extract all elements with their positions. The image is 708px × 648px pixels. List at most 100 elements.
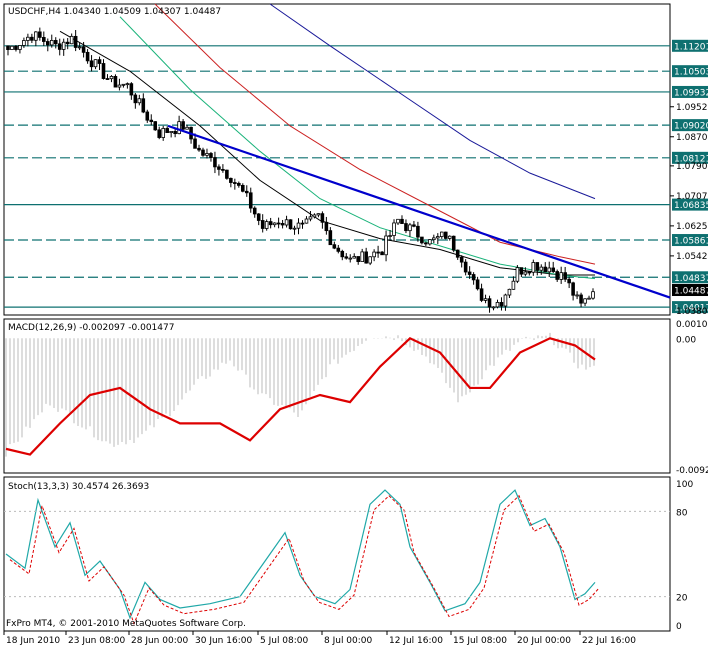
moving-average-0 (59, 30, 595, 276)
candle-body-104 (420, 236, 424, 244)
macd-panel[interactable]: 0.00108 0.00 -0.00922 MACD(12,26,9) -0.002… (3, 318, 708, 476)
stoch-panel[interactable]: 100 80 20 0 Stoch(13,3,3) 30.4574 26.3693 F… (3, 476, 693, 632)
candle-body-4 (22, 40, 26, 46)
stoch-header: Stoch(13,3,3) 30.4574 26.3693 (8, 482, 149, 492)
level-label-3: 1.09020 (674, 122, 708, 132)
candle-body-62 (252, 207, 257, 215)
level-label-8: 1.04017 (674, 304, 708, 314)
candles (6, 27, 595, 313)
candle-body-22 (93, 59, 98, 68)
level-tag-7 (672, 271, 708, 284)
candle-body-5 (26, 36, 30, 41)
candle-body-97 (392, 222, 396, 236)
candle-body-52 (213, 157, 217, 168)
candle-body-54 (221, 168, 225, 171)
candle-body-106 (428, 239, 432, 245)
stoch-main-line (5, 489, 596, 620)
candle-body-0 (6, 45, 10, 50)
trendline[interactable] (167, 124, 671, 299)
candle-body-101 (408, 224, 412, 232)
time-tick-label-4: 5 Jul 08:00 (260, 636, 309, 646)
candle-body-80 (324, 221, 329, 232)
candle-body-17 (73, 35, 78, 48)
candle-body-3 (18, 45, 22, 50)
candle-body-49 (201, 149, 205, 156)
candle-body-135 (543, 266, 548, 273)
candle-body-102 (412, 224, 416, 227)
price-tick-label-4: 1.06250 (676, 222, 708, 232)
candle-body-127 (511, 280, 516, 290)
level-tag-2 (672, 85, 708, 98)
candle-body-119 (479, 288, 484, 301)
candle-body-20 (85, 51, 90, 62)
price-panel-frame (3, 3, 671, 316)
candle-body-75 (304, 218, 309, 224)
candle-body-71 (288, 219, 293, 230)
macd-tick-label-0: 0.00108 (676, 320, 708, 330)
candle-body-137 (551, 267, 556, 272)
candle-body-115 (463, 261, 468, 273)
candle-body-143 (575, 294, 579, 297)
candle-body-93 (376, 251, 380, 254)
price-tick-label-2: 1.07900 (676, 162, 708, 172)
candle-body-91 (368, 256, 372, 264)
stoch-panel-frame (3, 476, 671, 632)
candle-body-23 (97, 59, 102, 64)
time-tick-label-5: 8 Jul 00:00 (324, 636, 373, 646)
level-label-6: 1.05861 (674, 237, 708, 247)
candle-body-2 (14, 45, 18, 50)
time-tick-label-3: 30 Jun 16:00 (195, 636, 252, 646)
candle-body-100 (404, 223, 408, 232)
candle-body-130 (523, 271, 528, 275)
time-tick-label-8: 20 Jul 00:00 (517, 636, 571, 646)
candle-body-138 (555, 271, 559, 280)
candle-body-74 (300, 222, 305, 225)
price-tick-label-5: 1.05425 (676, 252, 708, 262)
candle-body-126 (507, 288, 512, 296)
candle-body-147 (591, 291, 595, 299)
candle-body-146 (587, 297, 591, 300)
level-tag-6 (672, 234, 708, 247)
candle-body-88 (356, 256, 360, 262)
price-panel[interactable]: 1.11201 1.10503 1.09932 1.09020 1.08121 1.068… (3, 3, 708, 317)
candle-body-7 (34, 31, 38, 41)
macd-tick-label-1: 0.00 (676, 335, 696, 345)
candle-body-99 (400, 218, 404, 224)
candle-body-26 (109, 76, 114, 80)
candle-body-25 (105, 78, 110, 80)
candle-body-72 (292, 227, 297, 230)
candle-body-42 (173, 131, 177, 135)
candle-body-76 (308, 216, 313, 220)
candle-body-73 (296, 222, 301, 229)
macd-signal-line (5, 336, 596, 456)
stoch-signal-line (9, 494, 600, 625)
level-label-1: 1.10503 (674, 68, 708, 78)
candle-body-47 (193, 138, 197, 149)
current-price-label: 1.04487 (674, 287, 708, 297)
stoch-tick-label-3: 0 (676, 622, 682, 632)
price-tick-label-min: 1.03800 (676, 307, 708, 317)
price-header: USDCHF,H4 1.04340 1.04509 1.04307 1.0448… (8, 7, 221, 17)
candle-body-27 (113, 76, 118, 88)
candle-body-125 (503, 294, 508, 307)
candle-body-89 (360, 251, 364, 262)
macd-signal-path (5, 336, 596, 456)
price-tick-label-3: 1.07075 (676, 192, 708, 202)
macd-panel-frame (3, 318, 671, 474)
candle-body-29 (121, 83, 126, 86)
moving-average-2 (154, 3, 596, 265)
candle-body-94 (380, 251, 384, 256)
candle-body-53 (217, 166, 221, 170)
level-tag-8 (672, 301, 708, 314)
stoch-axis: 100 80 20 0 (4, 480, 693, 632)
macd-header: MACD(12,26,9) -0.002097 -0.001477 (8, 323, 174, 333)
candle-body-40 (165, 128, 169, 133)
time-tick-label-2: 28 Jun 00:00 (131, 636, 188, 646)
candle-body-92 (372, 251, 376, 258)
candle-body-12 (53, 40, 58, 45)
candle-body-140 (563, 272, 567, 280)
current-price-tag (672, 284, 708, 297)
candle-body-30 (125, 83, 130, 86)
candle-body-133 (535, 262, 540, 271)
